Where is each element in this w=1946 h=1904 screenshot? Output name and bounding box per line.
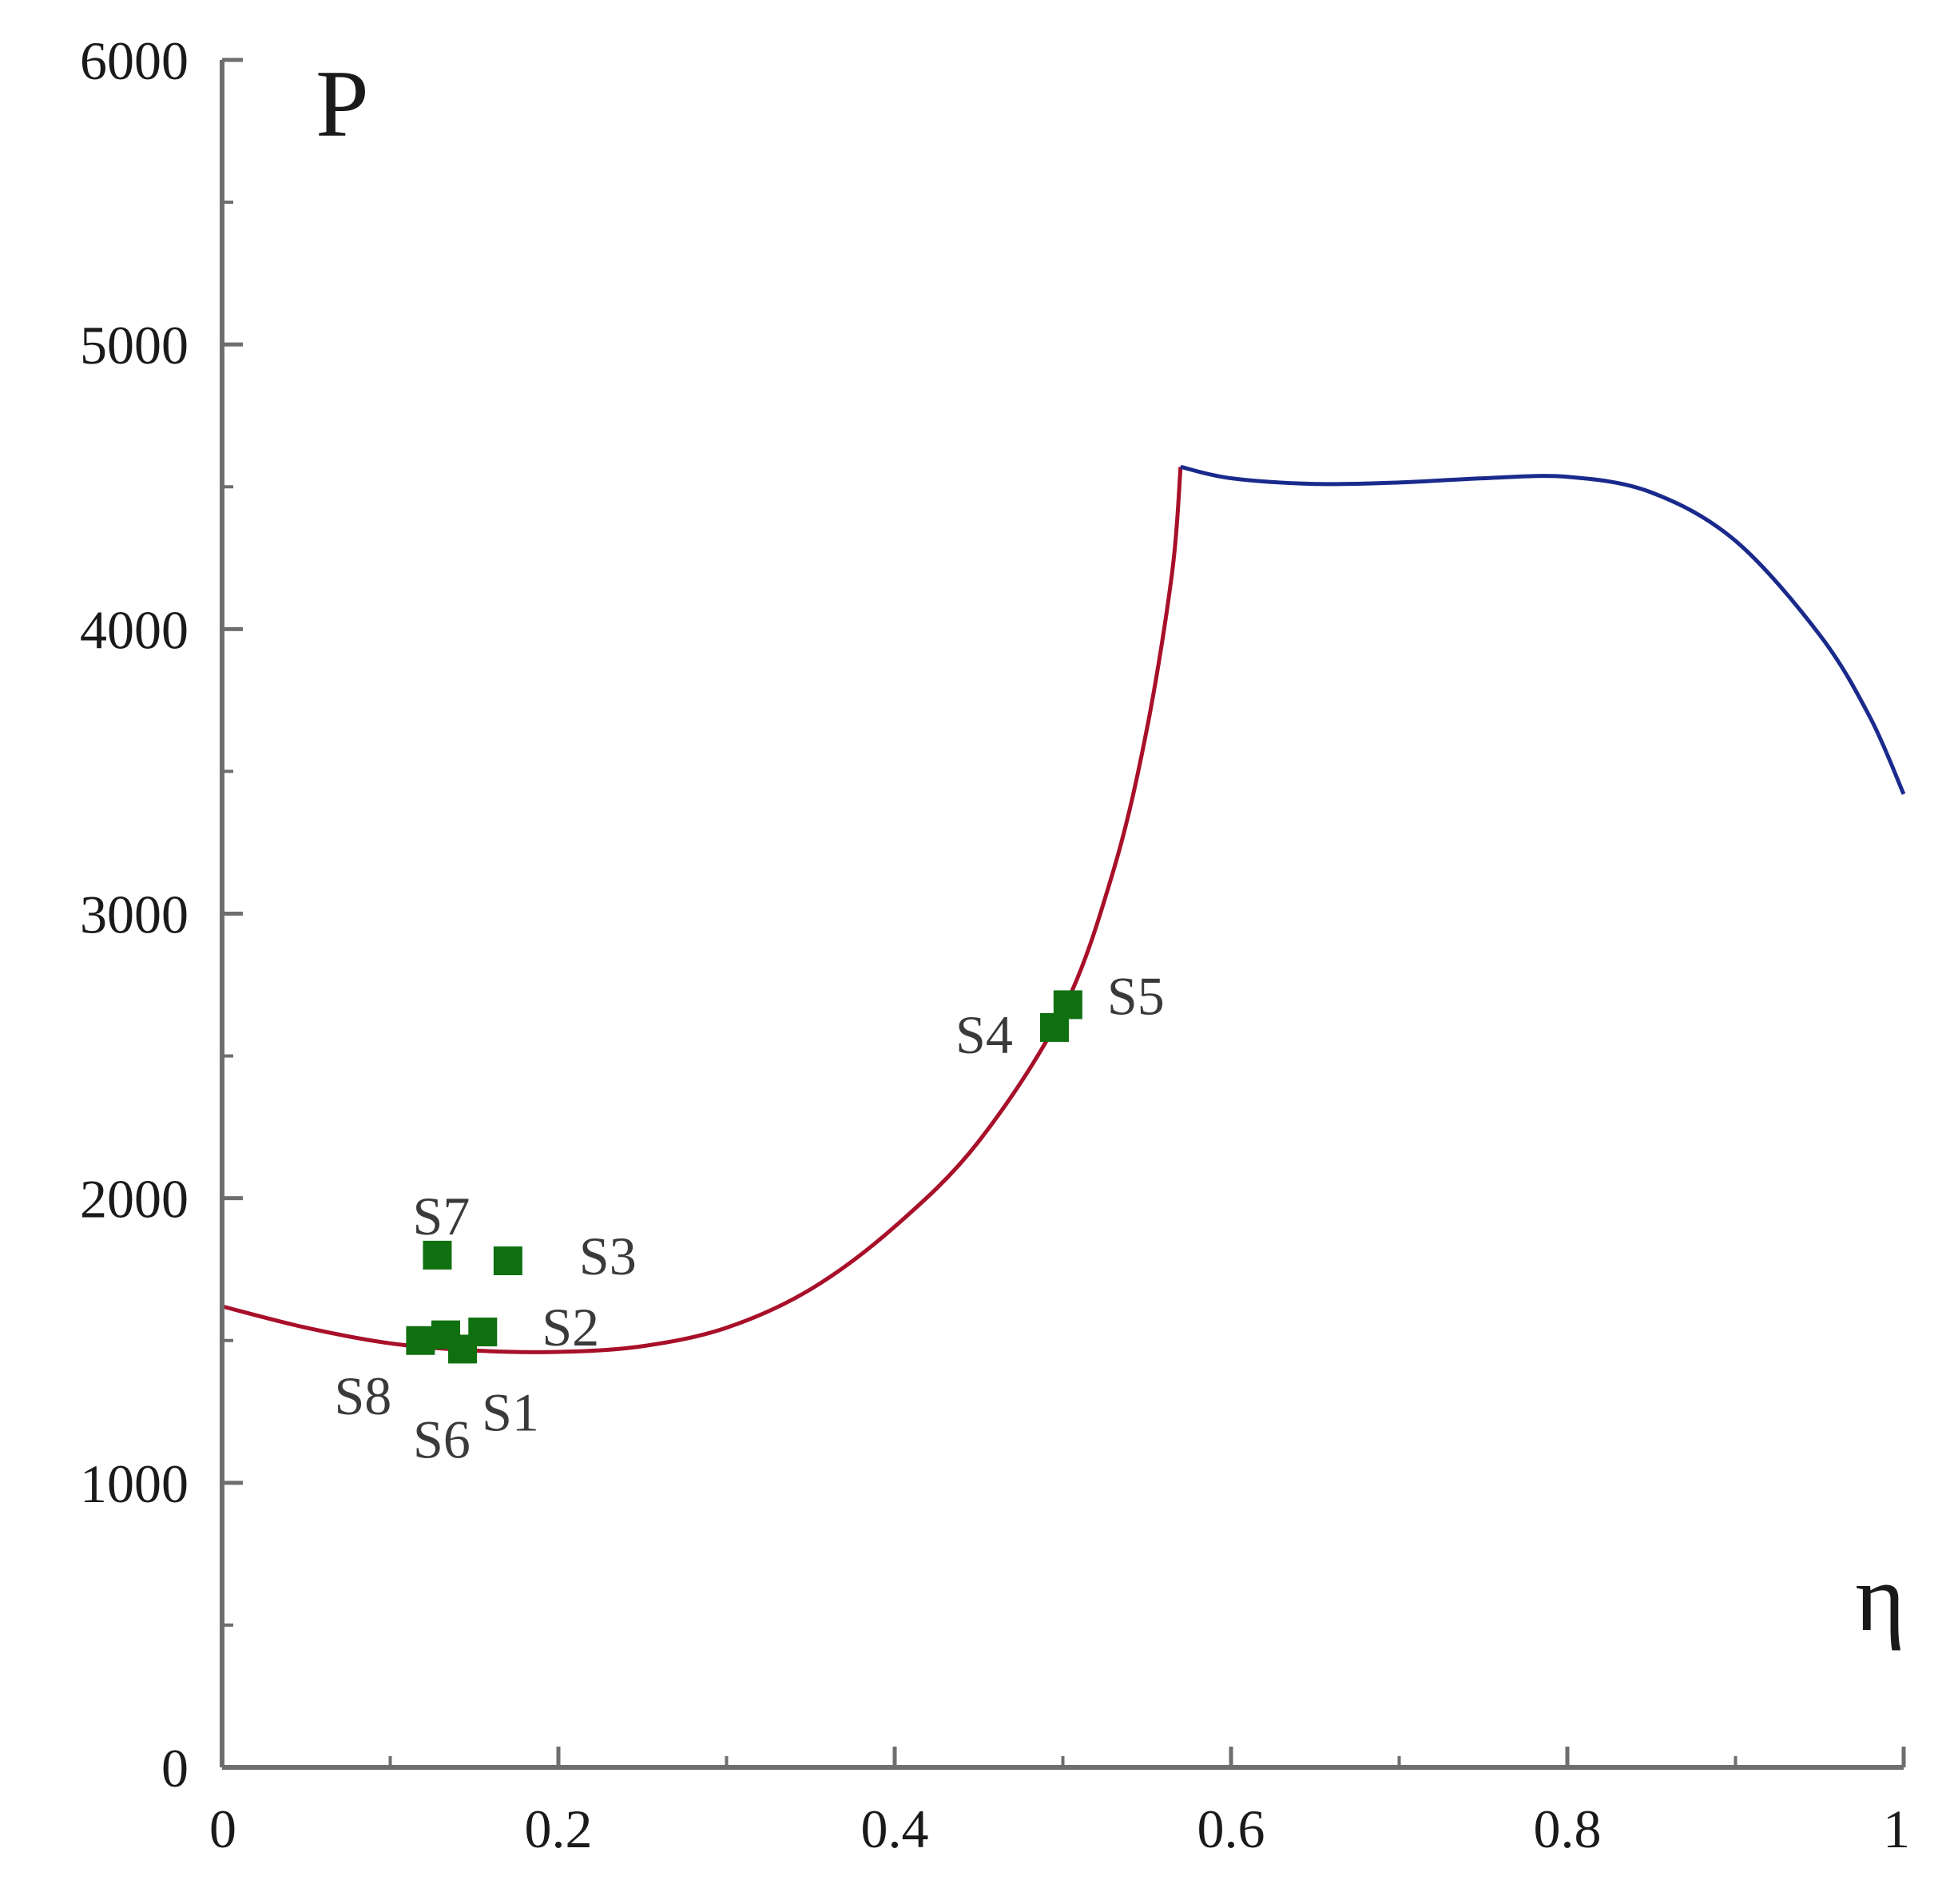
data-point-label: S1 xyxy=(482,1381,539,1442)
x-tick-label: 0.2 xyxy=(525,1799,593,1859)
x-tick-label: 0.4 xyxy=(861,1799,929,1859)
x-tick-label: 1 xyxy=(1883,1799,1910,1859)
axes-layer: 0 0.2 0.4 0.6 0.8 1 0 1000 2000 3000 4000 5000 6000 xyxy=(80,30,1910,1859)
data-point-label: S6 xyxy=(413,1409,471,1470)
data-point-label: S8 xyxy=(334,1365,391,1426)
data-point-s5 xyxy=(1053,990,1082,1020)
y-tick-label: 4000 xyxy=(80,599,189,660)
y-tick-label: 1000 xyxy=(80,1453,189,1514)
data-point-s8 xyxy=(406,1326,435,1355)
y-tick-label: 0 xyxy=(161,1738,189,1799)
series-1-line xyxy=(221,467,1183,1354)
series-layer xyxy=(221,464,1906,1354)
y-tick-label: 5000 xyxy=(80,315,189,376)
data-point-s7 xyxy=(423,1240,452,1270)
y-tick-label: 3000 xyxy=(80,884,189,945)
data-point-label: S7 xyxy=(413,1186,471,1246)
data-point-s6 xyxy=(431,1320,460,1349)
series-2-line xyxy=(1180,464,1906,795)
data-point-s3 xyxy=(493,1246,522,1276)
y-tick-label: 2000 xyxy=(80,1169,189,1230)
x-tick-label: 0 xyxy=(209,1799,236,1859)
x-tick-label: 0.8 xyxy=(1534,1799,1602,1859)
x-axis-label: η xyxy=(1855,1544,1905,1651)
data-point-label: S5 xyxy=(1107,965,1165,1026)
data-point-label: S2 xyxy=(542,1297,599,1357)
x-tick-label: 0.6 xyxy=(1197,1799,1265,1859)
y-tick-label: 6000 xyxy=(80,30,189,91)
data-point-label: S3 xyxy=(579,1226,637,1286)
data-point-s2 xyxy=(468,1318,498,1347)
y-axis-label: P xyxy=(316,50,369,157)
data-point-label: S4 xyxy=(955,1004,1013,1065)
